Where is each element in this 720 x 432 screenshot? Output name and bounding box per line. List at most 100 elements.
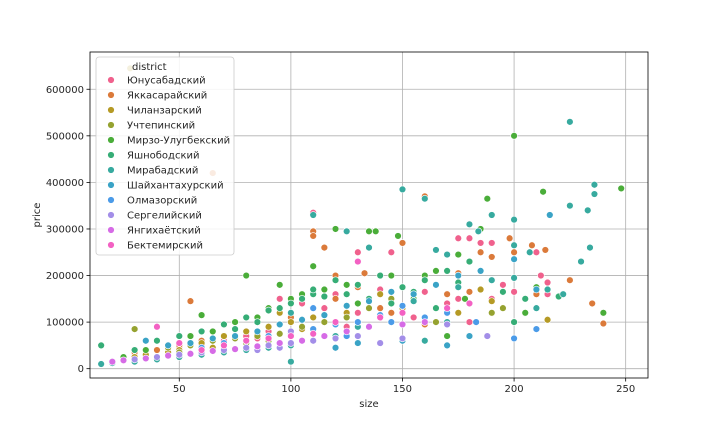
legend-marker [107,76,115,84]
legend-title: district [132,62,167,73]
data-point [421,288,429,296]
data-points [97,64,625,368]
data-point [617,184,625,193]
data-point [387,271,396,280]
data-point [371,227,380,236]
data-point [264,323,273,331]
data-point [309,285,317,294]
data-point [142,337,150,345]
legend-marker [107,166,115,174]
data-point [541,246,550,254]
data-point [153,353,161,361]
data-point [510,318,518,326]
data-point [465,220,474,229]
data-point [586,243,594,252]
data-point [287,358,295,366]
data-point [421,276,429,284]
data-point [532,304,541,312]
data-point [474,227,483,236]
legend-label: Янгихаётский [127,226,201,237]
legend-label: Мирзо-Улугбекский [127,136,230,147]
data-point [331,318,340,326]
data-point [443,250,451,259]
data-point [566,276,574,284]
data-point [599,319,608,328]
data-point [510,241,518,249]
data-point [465,299,474,308]
data-point [287,332,295,340]
data-point [465,257,474,266]
data-point [409,297,418,305]
data-point [231,332,239,340]
data-point [309,313,317,322]
data-point [220,320,228,329]
data-point [264,334,273,343]
legend-label: Учтепинский [127,121,195,132]
data-point [331,295,340,303]
axis-ticks: 50 100 150 200 250 0 100000 200000 300000 400000 5… [46,85,635,395]
data-point [331,276,340,284]
data-point [476,239,485,247]
data-point [153,337,161,345]
data-point [365,297,373,305]
legend-label: Шайхантахурский [127,181,224,192]
data-point [164,351,172,360]
legend-label: Яккасарайский [127,91,207,102]
legend-items: Юнусабадский Яккасарайский Чиланзарский Учт… [107,76,230,252]
data-point [521,309,529,317]
data-point [465,288,474,296]
data-point [242,337,250,345]
legend-label: Сергелийский [127,211,202,222]
data-point [108,358,117,366]
data-point [488,239,496,247]
y-tick-label: 300000 [46,224,84,235]
data-point [354,257,362,266]
data-point [376,313,384,322]
data-point [186,350,195,358]
data-point [398,334,407,343]
data-point [242,344,250,352]
data-point [376,271,384,280]
data-point [510,255,518,263]
legend: district Юнусабадский Яккасарайский Чиланз… [95,56,235,256]
plot-frame [89,51,649,379]
data-point [309,211,317,219]
legend-marker [107,196,115,204]
x-tick-label: 150 [393,384,412,395]
legend-marker [107,241,115,249]
data-point [376,290,384,298]
data-point [510,215,518,224]
data-point [309,304,317,312]
data-point [461,295,469,303]
data-point [276,320,284,329]
data-point [543,316,552,324]
data-point [209,334,217,343]
data-point [454,295,462,303]
data-point [342,327,351,336]
data-point [354,281,362,289]
data-point [577,257,585,266]
data-point [320,332,329,340]
data-point [320,318,329,326]
legend-marker [107,136,115,144]
x-tick-label: 50 [173,384,186,395]
data-point [298,316,306,324]
data-point [354,332,362,340]
data-point [342,313,351,322]
data-point [97,341,105,350]
data-point [465,332,474,340]
data-point [365,243,373,252]
data-point [175,351,183,359]
data-point [331,334,340,343]
data-point [186,339,195,347]
legend-label: Юнусабадский [127,76,206,87]
x-tick-label: 200 [505,384,524,395]
data-point [528,241,536,249]
data-point [499,281,507,289]
data-point [276,330,284,338]
data-point [476,267,485,275]
data-point [432,304,440,312]
data-point [559,290,567,298]
x-axis-label: size [359,399,378,410]
data-point [130,325,139,333]
